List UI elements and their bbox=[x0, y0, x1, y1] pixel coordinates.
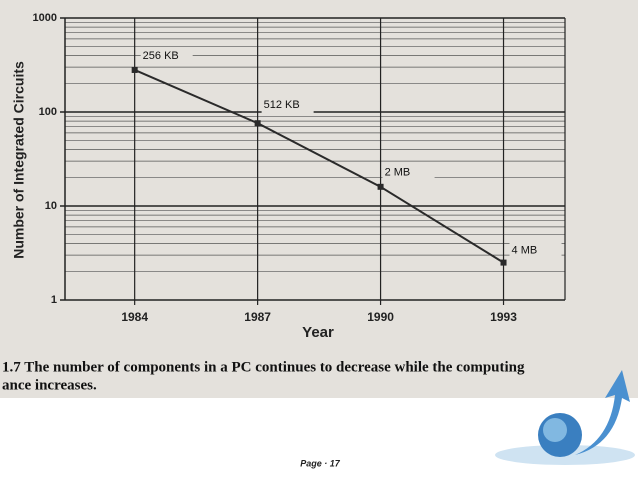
x-axis-label: Year bbox=[302, 324, 334, 341]
photo-background bbox=[0, 0, 638, 398]
point-label: 2 MB bbox=[385, 167, 411, 179]
caption-line: 1.7 The number of components in a PC con… bbox=[2, 359, 525, 375]
y-tick-label: 1 bbox=[51, 294, 57, 306]
label-box bbox=[509, 242, 562, 259]
page-number: Page · 17 bbox=[300, 458, 341, 468]
series-line bbox=[134, 69, 505, 264]
x-tick-label: 1993 bbox=[490, 310, 517, 324]
label-box bbox=[261, 97, 314, 114]
x-tick-label: 1987 bbox=[244, 310, 271, 324]
point-label: 512 KB bbox=[264, 99, 300, 111]
point-marker bbox=[254, 120, 261, 127]
point-label: 4 MB bbox=[512, 244, 538, 256]
y-axis-label: Number of Integrated Circuits bbox=[11, 61, 27, 259]
point-marker bbox=[131, 66, 138, 73]
label-box bbox=[140, 47, 193, 64]
caption-line: ance increases. bbox=[2, 377, 97, 393]
y-tick-label: 10 bbox=[45, 200, 57, 212]
logo bbox=[495, 370, 635, 465]
x-tick-label: 1984 bbox=[121, 310, 148, 324]
y-tick-label: 100 bbox=[39, 106, 57, 118]
x-tick-label: 1990 bbox=[367, 310, 394, 324]
point-marker bbox=[377, 183, 384, 190]
y-tick-label: 1000 bbox=[33, 12, 57, 24]
point-marker bbox=[500, 259, 507, 266]
label-box bbox=[382, 164, 435, 181]
point-label: 256 KB bbox=[143, 50, 179, 62]
